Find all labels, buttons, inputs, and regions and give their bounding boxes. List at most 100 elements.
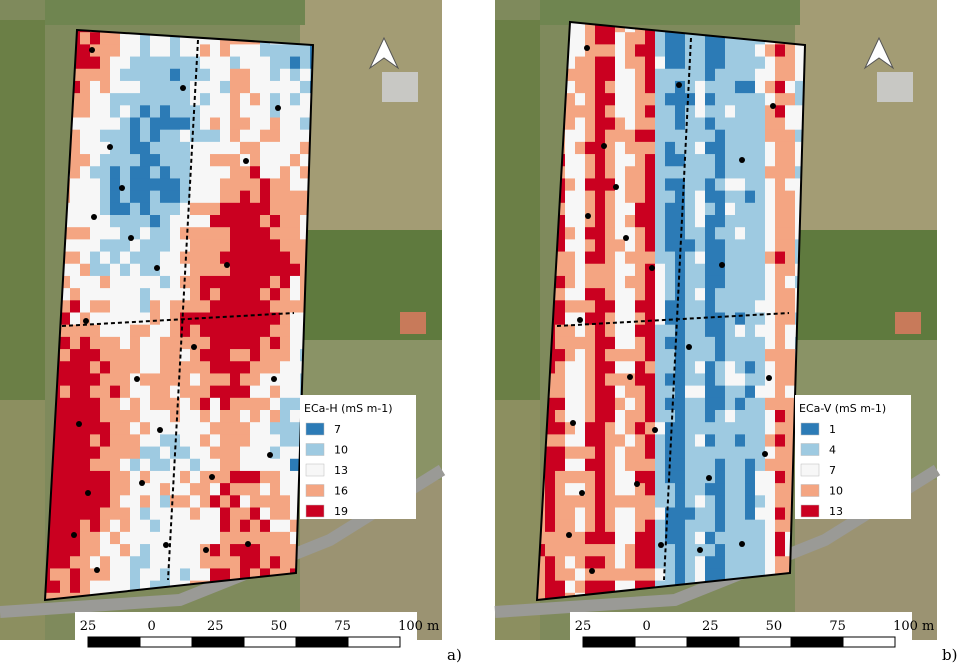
heat-cell (655, 142, 666, 155)
heat-cell (585, 69, 596, 82)
sampling-point (686, 344, 692, 350)
heat-cell (70, 264, 81, 277)
heat-cell (695, 154, 706, 167)
heat-cell (250, 276, 261, 289)
heat-cell (210, 532, 221, 545)
heat-cell (260, 471, 271, 484)
heat-cell (715, 349, 726, 362)
heat-cell (190, 105, 201, 118)
heat-cell (565, 361, 576, 374)
heat-cell (725, 508, 736, 521)
heat-cell (755, 203, 766, 216)
heat-cell (785, 337, 796, 350)
heat-cell (675, 532, 686, 545)
heat-cell (180, 532, 191, 545)
heat-cell (130, 264, 141, 277)
heat-cell (240, 130, 251, 143)
heat-cell (685, 227, 696, 240)
heat-cell (695, 447, 706, 460)
heat-cell (555, 544, 566, 557)
heat-cell (110, 459, 121, 472)
heat-cell (625, 508, 636, 521)
heat-cell (230, 57, 241, 70)
heat-cell (755, 191, 766, 204)
heat-cell (140, 508, 151, 521)
heat-cell (625, 288, 636, 301)
heat-cell (625, 57, 636, 70)
heat-cell (605, 410, 616, 423)
heat-cell (240, 483, 251, 496)
heat-cell (110, 373, 121, 386)
heat-cell (250, 69, 261, 82)
heat-cell (605, 447, 616, 460)
heat-cell (280, 166, 291, 179)
heat-cell (170, 178, 181, 191)
heat-cell (250, 361, 261, 374)
heat-cell (250, 191, 261, 204)
heat-cell (250, 495, 261, 508)
heat-cell (675, 410, 686, 423)
heat-cell (635, 239, 646, 252)
heat-cell (685, 81, 696, 94)
heat-cell (625, 520, 636, 533)
heat-cell (705, 349, 716, 362)
heat-cell (80, 581, 91, 594)
heat-cell (635, 434, 646, 447)
heat-cell (605, 556, 616, 569)
legend-label: 7 (829, 464, 836, 477)
heat-cell (575, 215, 586, 228)
heat-cell (130, 544, 141, 557)
heat-cell (160, 93, 171, 106)
heat-cell (130, 130, 141, 143)
heat-cell (765, 178, 776, 191)
heat-cell (160, 520, 171, 533)
heat-cell (160, 276, 171, 289)
heat-cell (160, 252, 171, 265)
heat-cell (675, 459, 686, 472)
heat-cell (240, 203, 251, 216)
heat-cell (705, 520, 716, 533)
heat-cell (150, 276, 161, 289)
heat-cell (575, 581, 586, 594)
heat-cell (150, 191, 161, 204)
heat-cell (160, 447, 171, 460)
legend-swatch (801, 505, 819, 517)
heat-cell (150, 93, 161, 106)
heat-cell (270, 361, 281, 374)
heat-cell (130, 57, 141, 70)
heat-cell (180, 544, 191, 557)
heat-cell (655, 447, 666, 460)
heat-cell (605, 337, 616, 350)
heat-cell (665, 483, 676, 496)
heat-cell (120, 495, 131, 508)
heat-cell (200, 105, 211, 118)
heat-cell (120, 337, 131, 350)
heat-cell (90, 203, 101, 216)
legend-label: 19 (334, 505, 348, 518)
heat-cell (555, 471, 566, 484)
heat-cell (715, 422, 726, 435)
heat-cell (575, 252, 586, 265)
heat-cell (220, 130, 231, 143)
heat-cell (110, 105, 121, 118)
heat-cell (140, 203, 151, 216)
heat-cell (695, 227, 706, 240)
heat-cell (300, 44, 311, 57)
sampling-point (623, 235, 629, 241)
heat-cell (140, 252, 151, 265)
heat-cell (60, 447, 71, 460)
heat-cell (645, 325, 656, 338)
heat-cell (665, 178, 676, 191)
heat-cell (290, 203, 301, 216)
heat-cell (735, 264, 746, 277)
heat-cell (90, 81, 101, 94)
heat-cell (270, 544, 281, 557)
heat-cell (645, 142, 656, 155)
heat-cell (745, 215, 756, 228)
heat-cell (50, 581, 61, 594)
heat-cell (705, 252, 716, 265)
heat-cell (745, 459, 756, 472)
heat-cell (755, 325, 766, 338)
heat-cell (625, 81, 636, 94)
heat-cell (60, 373, 71, 386)
